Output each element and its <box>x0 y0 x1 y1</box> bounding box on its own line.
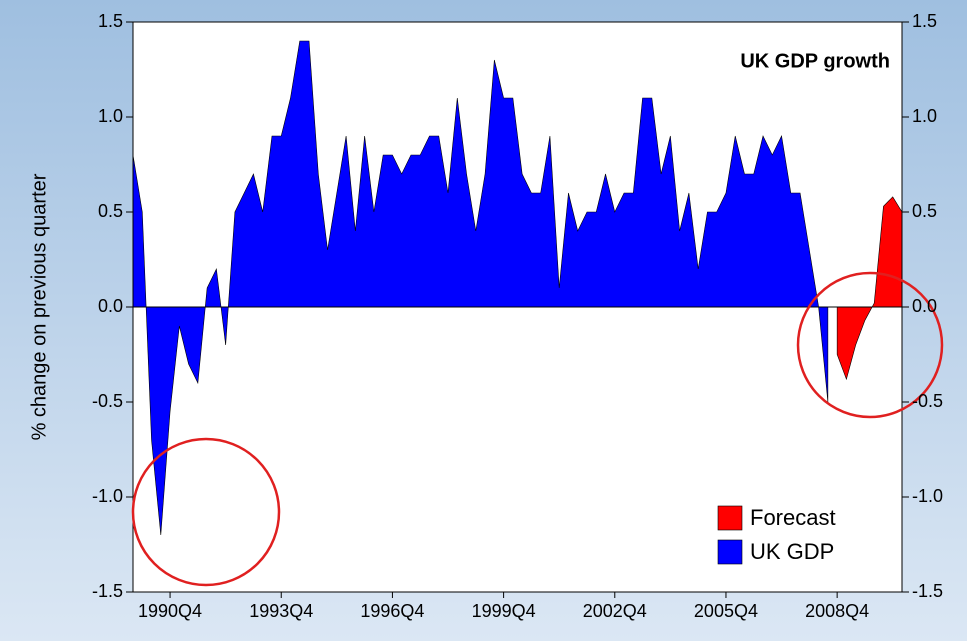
y2-tick-label: -1.5 <box>912 581 943 601</box>
y-tick-label: -1.5 <box>92 581 123 601</box>
y-tick-label: 1.0 <box>98 106 123 126</box>
x-tick-label: 1993Q4 <box>249 601 313 621</box>
y-axis-label: % change on previous quarter <box>28 173 50 440</box>
annotation-circle <box>796 271 944 419</box>
chart-title: UK GDP growth <box>740 50 890 72</box>
x-tick-label: 1990Q4 <box>138 601 202 621</box>
y-tick-label: 0.5 <box>98 201 123 221</box>
area <box>132 40 829 536</box>
y2-tick-label: 1.0 <box>912 106 937 126</box>
y2-tick-label: 0.0 <box>912 296 937 316</box>
x-tick-label: 1999Q4 <box>472 601 536 621</box>
y-tick-label: -0.5 <box>92 391 123 411</box>
y-tick-label: 0.0 <box>98 296 123 316</box>
legend-swatch <box>717 539 743 565</box>
x-tick-label: 2002Q4 <box>583 601 647 621</box>
y-tick-label: 1.5 <box>98 11 123 31</box>
x-tick-label: 1996Q4 <box>360 601 424 621</box>
annotation-circle <box>131 437 281 587</box>
x-tick-label: 2005Q4 <box>694 601 758 621</box>
x-tick-label: 2008Q4 <box>805 601 869 621</box>
y2-tick-label: -1.0 <box>912 486 943 506</box>
legend-label: UK GDP <box>750 539 834 564</box>
legend-label: Forecast <box>750 505 836 530</box>
y-tick-label: -1.0 <box>92 486 123 506</box>
y2-tick-label: 0.5 <box>912 201 937 221</box>
y2-tick-label: -0.5 <box>912 391 943 411</box>
y2-tick-label: 1.5 <box>912 11 937 31</box>
legend-swatch <box>717 505 743 531</box>
